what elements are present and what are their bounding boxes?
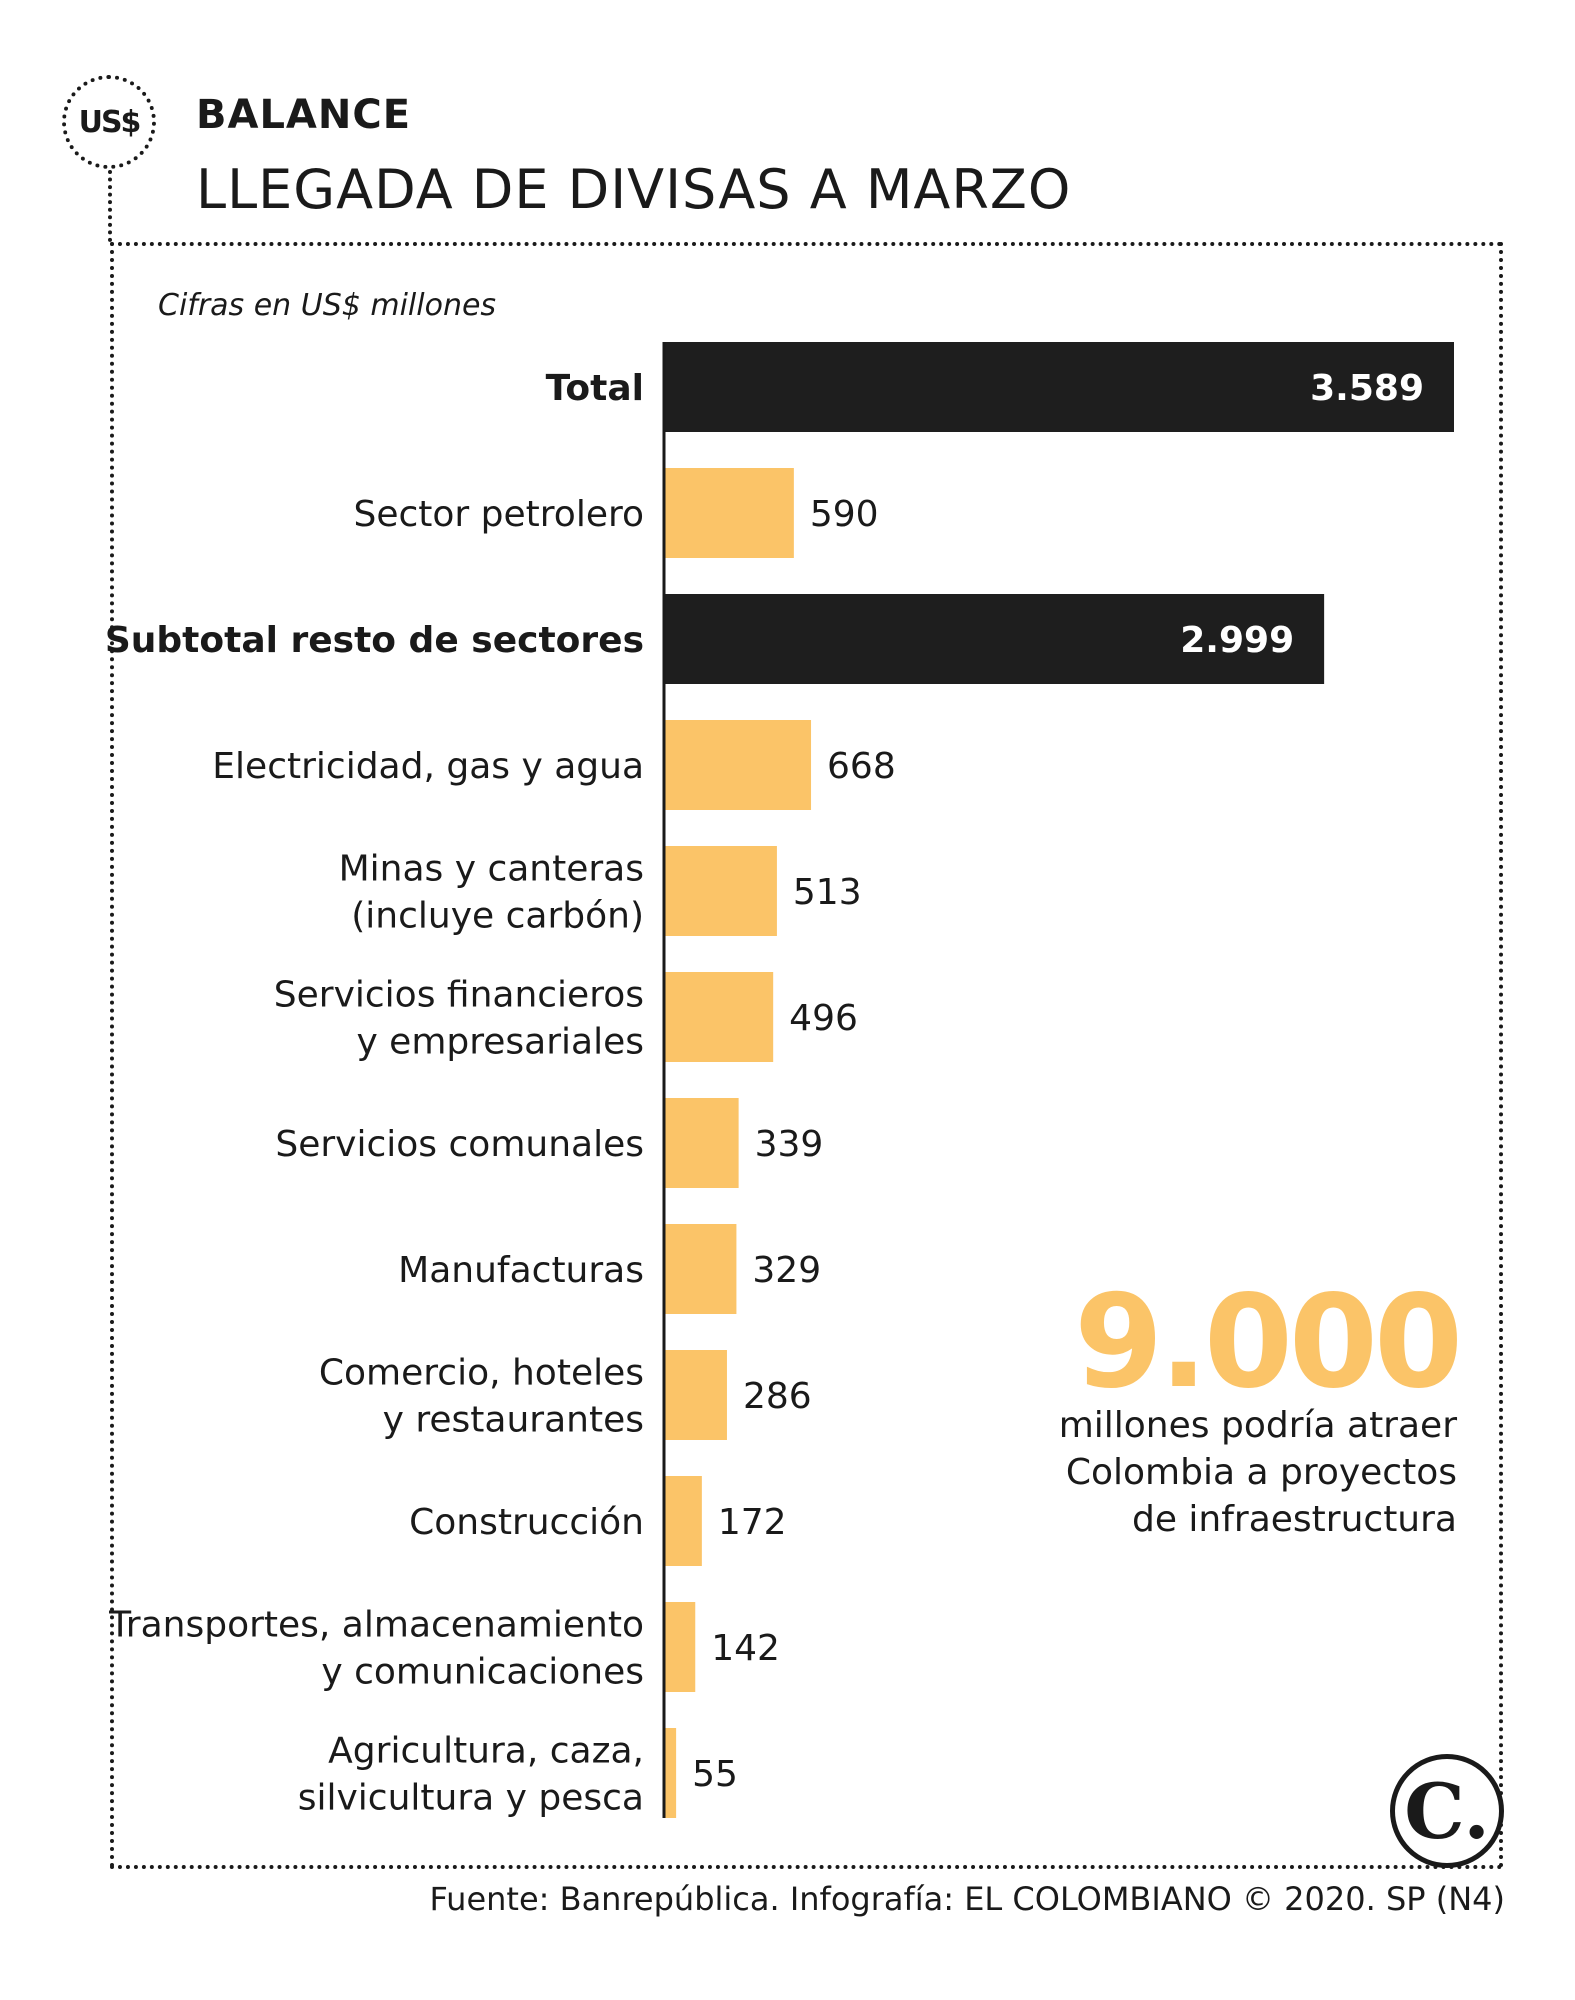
category-label-1: Sector petrolero bbox=[353, 494, 644, 535]
source-note: Fuente: Banrepública. Infografía: EL COL… bbox=[429, 1880, 1505, 1918]
value-label-7: 329 bbox=[752, 1250, 821, 1291]
category-label-11: Agricultura, caza, silvicultura y pesca bbox=[298, 1731, 644, 1819]
category-label-4: Minas y canteras (incluye carbón) bbox=[339, 849, 644, 937]
highlight-number: 9.000 bbox=[1074, 1268, 1463, 1417]
category-label-3: Electricidad, gas y agua bbox=[212, 746, 644, 787]
category-label-8: Comercio, hoteles y restaurantes bbox=[319, 1353, 644, 1441]
chart-frame bbox=[110, 242, 1503, 1869]
value-label-5: 496 bbox=[789, 998, 858, 1039]
bar-5 bbox=[664, 972, 774, 1062]
page-title: LLEGADA DE DIVISAS A MARZO bbox=[196, 158, 1072, 221]
category-label-0: Total bbox=[546, 368, 644, 409]
value-label-1: 590 bbox=[810, 494, 879, 535]
brand-logo: C. bbox=[1390, 1754, 1504, 1868]
category-label-6: Servicios comunales bbox=[275, 1124, 644, 1165]
value-label-0: 3.589 bbox=[1310, 368, 1424, 409]
bar-10 bbox=[664, 1602, 696, 1692]
bar-0 bbox=[664, 342, 1454, 432]
bar-6 bbox=[664, 1098, 739, 1188]
value-label-2: 2.999 bbox=[1180, 620, 1294, 661]
category-label-2: Subtotal resto de sectores bbox=[105, 620, 644, 661]
category-label-5: Servicios financieros y empresariales bbox=[274, 975, 644, 1063]
kicker: BALANCE bbox=[196, 92, 412, 138]
category-label-7: Manufacturas bbox=[398, 1250, 644, 1291]
value-label-8: 286 bbox=[743, 1376, 812, 1417]
category-label-9: Construcción bbox=[409, 1502, 644, 1543]
value-label-9: 172 bbox=[718, 1502, 787, 1543]
bar-8 bbox=[664, 1350, 727, 1440]
value-label-10: 142 bbox=[711, 1628, 780, 1669]
bar-11 bbox=[664, 1728, 677, 1818]
highlight-text: millones podría atraer Colombia a proyec… bbox=[1058, 1405, 1457, 1540]
currency-badge: US$ bbox=[62, 75, 156, 169]
value-label-4: 513 bbox=[793, 872, 862, 913]
bar-3 bbox=[664, 720, 812, 810]
value-label-3: 668 bbox=[827, 746, 896, 787]
value-label-6: 339 bbox=[755, 1124, 824, 1165]
badge-connector bbox=[108, 170, 112, 242]
category-label-10: Transportes, almacenamiento y comunicacio… bbox=[108, 1605, 644, 1693]
bar-2 bbox=[664, 594, 1325, 684]
units-note: Cifras en US$ millones bbox=[158, 288, 497, 323]
bar-9 bbox=[664, 1476, 702, 1566]
bar-4 bbox=[664, 846, 777, 936]
bar-7 bbox=[664, 1224, 737, 1314]
bar-1 bbox=[664, 468, 794, 558]
value-label-11: 55 bbox=[692, 1754, 738, 1795]
